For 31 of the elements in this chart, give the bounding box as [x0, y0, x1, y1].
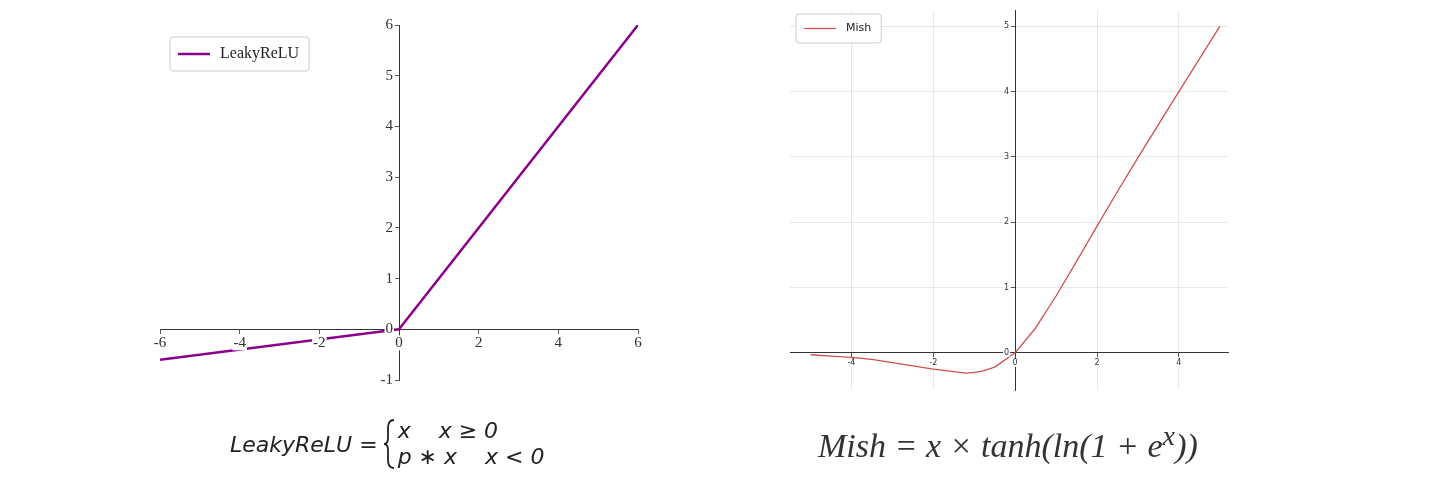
- x-tick-label: 2: [1094, 357, 1100, 367]
- x-tick-label: 6: [634, 333, 643, 350]
- y-tick-label: -1: [380, 370, 393, 387]
- y-tick-label: 2: [1004, 217, 1010, 227]
- y-tick-label: 0: [385, 320, 393, 337]
- x-tick-label: -6: [153, 333, 167, 350]
- x-tick-label: -2: [313, 333, 326, 350]
- x-tick-label: 2: [474, 333, 483, 350]
- y-tick-label: 4: [1004, 86, 1010, 96]
- text: p ∗ x x < 0: [397, 444, 545, 470]
- y-tick-label: 0: [1004, 347, 1010, 357]
- legend-label: Mish: [846, 21, 872, 35]
- x-tick-label: 4: [554, 333, 563, 350]
- y-tick-label: 2: [385, 218, 393, 235]
- x-tick-label: -4: [847, 357, 856, 367]
- x-tick-label: 0: [1012, 357, 1018, 367]
- y-tick-label: 6: [385, 15, 394, 32]
- x-tick-label: -2: [929, 357, 938, 367]
- y-tick-label: 5: [1004, 21, 1010, 31]
- text: Mish = x × tanh(ln(1 + e$^{x}$)): [818, 420, 1198, 466]
- y-tick-label: 3: [1004, 151, 1010, 161]
- text: x x ≥ 0: [397, 418, 500, 444]
- y-tick-label: 1: [1004, 282, 1010, 292]
- text: LeakyReLU =: [230, 431, 378, 457]
- y-tick-label: 3: [385, 168, 393, 185]
- x-tick-label: 4: [1176, 357, 1182, 367]
- y-tick-label: 5: [385, 66, 393, 83]
- x-tick-label: -4: [233, 333, 247, 350]
- legend-label: LeakyReLU: [220, 44, 300, 63]
- y-tick-label: 4: [385, 117, 394, 134]
- y-tick-label: 1: [385, 269, 393, 286]
